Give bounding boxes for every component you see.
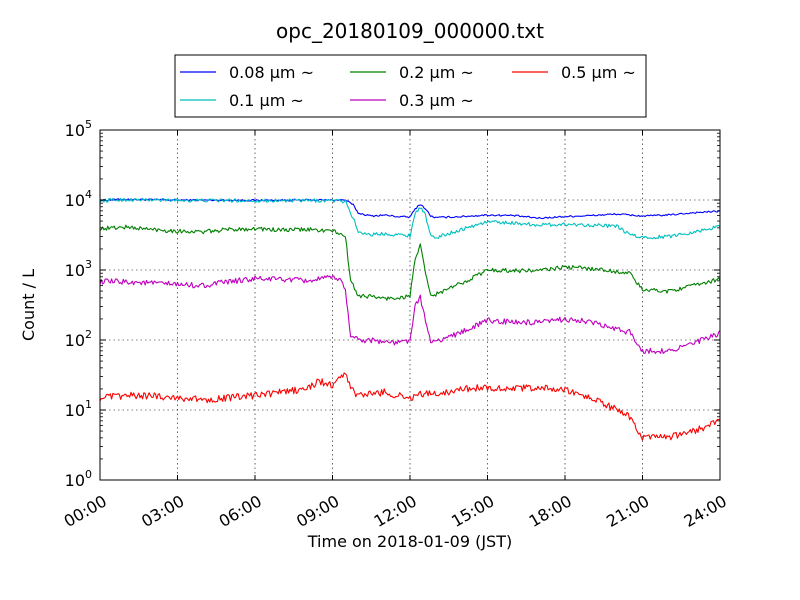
y-tick-base: 10 <box>65 401 85 420</box>
legend-label-5: 0.5 μm ~ <box>561 63 636 82</box>
series-line-4 <box>99 274 721 354</box>
series-line-2 <box>99 197 721 240</box>
x-tick-label: 06:00 <box>216 491 265 531</box>
y-tick-exponent: 2 <box>85 328 92 341</box>
y-tick-exponent: 3 <box>85 258 92 271</box>
series-line-3 <box>99 224 721 301</box>
y-tick-label: 103 <box>65 258 92 280</box>
legend-label-2: 0.1 μm ~ <box>229 91 304 110</box>
y-tick-exponent: 5 <box>85 118 92 131</box>
y-tick-base: 10 <box>65 331 85 350</box>
y-tick-exponent: 1 <box>85 398 92 411</box>
axis-ticks: 00:00 03:00 06:00 09:00 12:00 15:00 18:00 21:00… <box>61 118 730 531</box>
y-tick-label: 100 <box>65 468 92 490</box>
legend-label-1: 0.08 μm ~ <box>229 63 314 82</box>
legend-label-4: 0.3 μm ~ <box>399 91 474 110</box>
y-tick-label: 101 <box>65 398 92 420</box>
y-axis-label: Count / L <box>19 269 38 341</box>
y-tick-base: 10 <box>65 471 85 490</box>
x-tick-label: 24:00 <box>681 491 730 531</box>
series-line-5 <box>99 372 721 441</box>
y-tick-base: 10 <box>65 191 85 210</box>
x-tick-label: 21:00 <box>603 491 652 531</box>
legend-label-3: 0.2 μm ~ <box>399 63 474 82</box>
grid-lines <box>100 130 720 480</box>
x-tick-label: 00:00 <box>61 491 110 531</box>
x-tick-label: 12:00 <box>371 491 420 531</box>
y-tick-label: 104 <box>65 188 92 210</box>
legend: 0.08 μm ~ 0.1 μm ~ 0.2 μm ~ 0.3 μm ~ 0.5 μm … <box>174 54 647 118</box>
x-tick-label: 15:00 <box>448 491 497 531</box>
y-tick-base: 10 <box>65 121 85 140</box>
y-tick-exponent: 0 <box>85 468 92 481</box>
x-axis-label: Time on 2018-01-09 (JST) <box>307 532 512 551</box>
x-tick-label: 18:00 <box>526 491 575 531</box>
chart-title: opc_20180109_000000.txt <box>276 19 544 43</box>
legend-box <box>174 54 647 118</box>
y-tick-label: 105 <box>65 118 92 140</box>
y-tick-label: 102 <box>65 328 92 350</box>
x-tick-label: 09:00 <box>293 491 342 531</box>
plot-lines <box>99 197 721 441</box>
y-tick-exponent: 4 <box>85 188 92 201</box>
x-tick-label: 03:00 <box>138 491 187 531</box>
y-tick-base: 10 <box>65 261 85 280</box>
